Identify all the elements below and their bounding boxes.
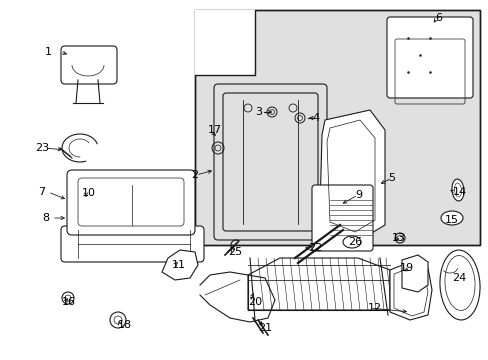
Ellipse shape <box>439 250 479 320</box>
Ellipse shape <box>342 236 360 248</box>
Text: 14: 14 <box>452 187 466 197</box>
Text: 24: 24 <box>451 273 465 283</box>
Text: 26: 26 <box>347 237 362 247</box>
FancyBboxPatch shape <box>61 46 117 84</box>
Text: 13: 13 <box>391 233 405 243</box>
Text: 8: 8 <box>42 213 49 223</box>
Polygon shape <box>162 250 198 280</box>
Polygon shape <box>389 262 431 320</box>
Text: 17: 17 <box>207 125 222 135</box>
Polygon shape <box>247 258 389 310</box>
Text: 20: 20 <box>247 297 262 307</box>
Text: 15: 15 <box>444 215 458 225</box>
Text: 21: 21 <box>258 323 271 333</box>
Text: 19: 19 <box>399 263 413 273</box>
Text: 23: 23 <box>35 143 49 153</box>
Text: 25: 25 <box>227 247 242 257</box>
Text: 22: 22 <box>307 243 322 253</box>
Text: 11: 11 <box>172 260 185 270</box>
FancyBboxPatch shape <box>67 170 195 235</box>
Text: 18: 18 <box>118 320 132 330</box>
Text: 3: 3 <box>254 107 262 117</box>
FancyBboxPatch shape <box>61 226 203 262</box>
Ellipse shape <box>451 179 463 201</box>
FancyBboxPatch shape <box>386 17 472 98</box>
Text: 1: 1 <box>45 47 52 57</box>
Text: 7: 7 <box>38 187 45 197</box>
Text: 12: 12 <box>367 303 381 313</box>
Text: 10: 10 <box>82 188 96 198</box>
Text: 5: 5 <box>387 173 394 183</box>
Text: 6: 6 <box>434 13 441 23</box>
Text: 4: 4 <box>311 113 319 123</box>
Ellipse shape <box>440 211 462 225</box>
FancyBboxPatch shape <box>311 185 372 251</box>
Bar <box>195 10 479 245</box>
Polygon shape <box>319 110 384 240</box>
Text: 16: 16 <box>62 297 76 307</box>
Polygon shape <box>195 10 254 75</box>
Text: 2: 2 <box>190 170 198 180</box>
Text: 9: 9 <box>354 190 362 200</box>
Polygon shape <box>401 255 427 292</box>
